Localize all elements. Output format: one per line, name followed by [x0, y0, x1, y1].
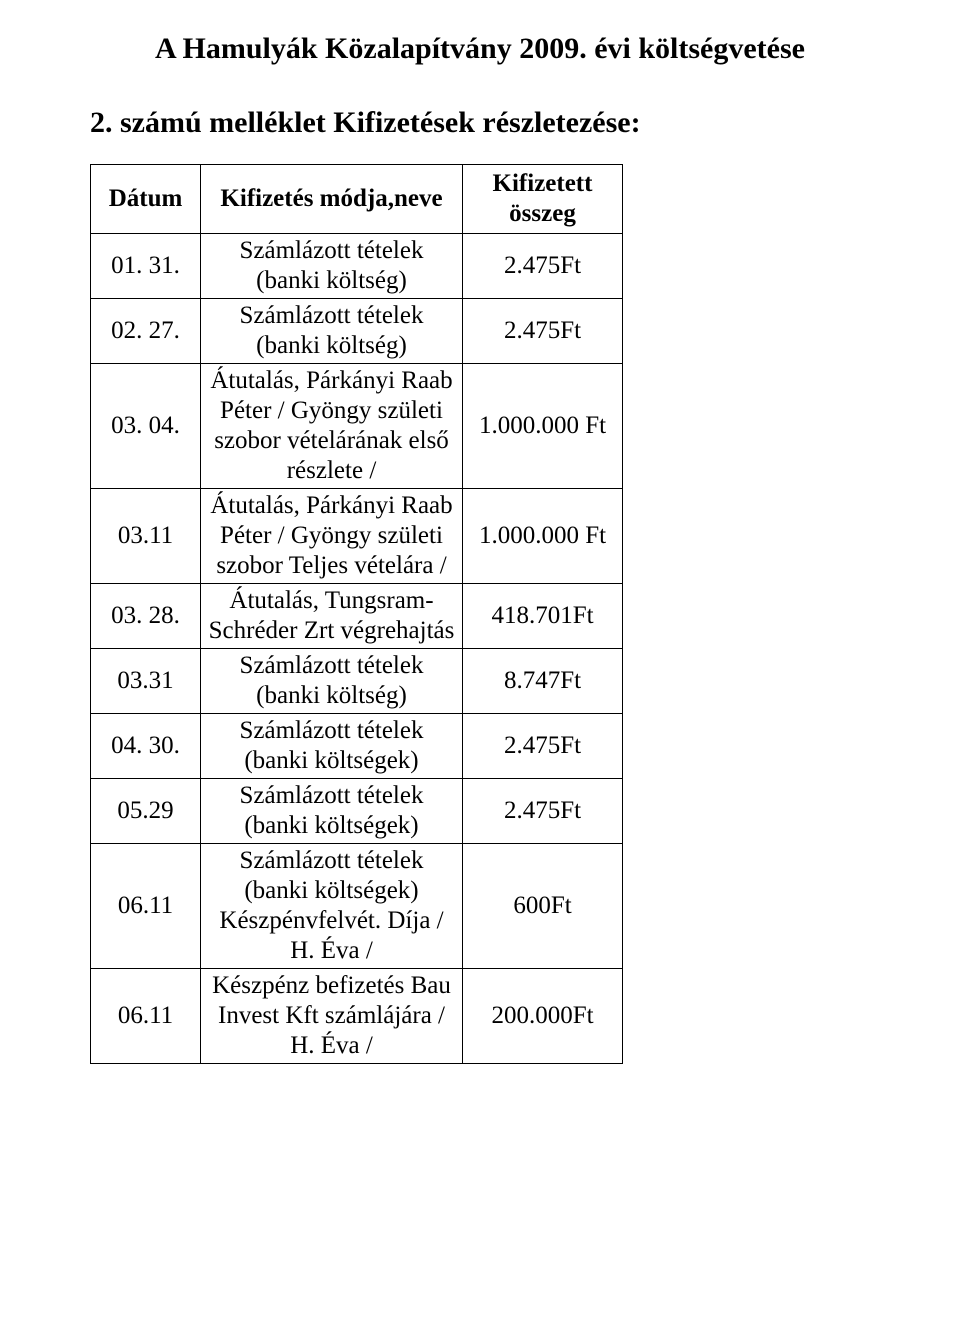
cell-amount: 600Ft [463, 844, 623, 969]
cell-date: 06.11 [91, 969, 201, 1064]
cell-amount: 1.000.000 Ft [463, 364, 623, 489]
table-row: 05.29 Számlázott tételek (banki költsége… [91, 779, 623, 844]
cell-desc: Számlázott tételek (banki költségek) [201, 714, 463, 779]
payments-table: Dátum Kifizetés módja,neve Kifizetett ös… [90, 164, 623, 1064]
table-row: 02. 27. Számlázott tételek (banki költsé… [91, 299, 623, 364]
cell-date: 04. 30. [91, 714, 201, 779]
table-row: 03.11 Átutalás, Párkányi Raab Péter / Gy… [91, 489, 623, 584]
cell-date: 05.29 [91, 779, 201, 844]
cell-date: 03. 28. [91, 584, 201, 649]
cell-amount: 2.475Ft [463, 234, 623, 299]
table-row: 03. 04. Átutalás, Párkányi Raab Péter / … [91, 364, 623, 489]
table-body: 01. 31. Számlázott tételek (banki költsé… [91, 234, 623, 1064]
cell-desc: Számlázott tételek (banki költségek) Kés… [201, 844, 463, 969]
table-row: 04. 30. Számlázott tételek (banki költsé… [91, 714, 623, 779]
page: A Hamulyák Közalapítvány 2009. évi költs… [0, 0, 960, 1337]
cell-date: 02. 27. [91, 299, 201, 364]
cell-date: 03. 04. [91, 364, 201, 489]
cell-desc: Számlázott tételek (banki költség) [201, 649, 463, 714]
cell-date: 03.31 [91, 649, 201, 714]
table-header-row: Dátum Kifizetés módja,neve Kifizetett ös… [91, 165, 623, 234]
cell-date: 01. 31. [91, 234, 201, 299]
table-row: 03. 28. Átutalás, Tungsram- Schréder Zrt… [91, 584, 623, 649]
col-header-amount: Kifizetett összeg [463, 165, 623, 234]
table-row: 03.31 Számlázott tételek (banki költség)… [91, 649, 623, 714]
cell-desc: Számlázott tételek (banki költség) [201, 234, 463, 299]
table-row: 06.11 Számlázott tételek (banki költsége… [91, 844, 623, 969]
cell-date: 06.11 [91, 844, 201, 969]
cell-amount: 1.000.000 Ft [463, 489, 623, 584]
cell-desc: Számlázott tételek (banki költségek) [201, 779, 463, 844]
table-row: 06.11 Készpénz befizetés Bau Invest Kft … [91, 969, 623, 1064]
col-header-desc: Kifizetés módja,neve [201, 165, 463, 234]
cell-desc: Átutalás, Párkányi Raab Péter / Gyöngy s… [201, 364, 463, 489]
page-title: A Hamulyák Közalapítvány 2009. évi költs… [90, 32, 870, 66]
cell-amount: 200.000Ft [463, 969, 623, 1064]
col-header-date: Dátum [91, 165, 201, 234]
cell-desc: Készpénz befizetés Bau Invest Kft számlá… [201, 969, 463, 1064]
cell-amount: 2.475Ft [463, 299, 623, 364]
cell-desc: Átutalás, Tungsram- Schréder Zrt végreha… [201, 584, 463, 649]
cell-desc: Számlázott tételek (banki költség) [201, 299, 463, 364]
cell-date: 03.11 [91, 489, 201, 584]
cell-amount: 2.475Ft [463, 779, 623, 844]
cell-amount: 2.475Ft [463, 714, 623, 779]
cell-desc: Átutalás, Párkányi Raab Péter / Gyöngy s… [201, 489, 463, 584]
cell-amount: 418.701Ft [463, 584, 623, 649]
cell-amount: 8.747Ft [463, 649, 623, 714]
page-subtitle: 2. számú melléklet Kifizetések részletez… [90, 106, 870, 140]
table-row: 01. 31. Számlázott tételek (banki költsé… [91, 234, 623, 299]
